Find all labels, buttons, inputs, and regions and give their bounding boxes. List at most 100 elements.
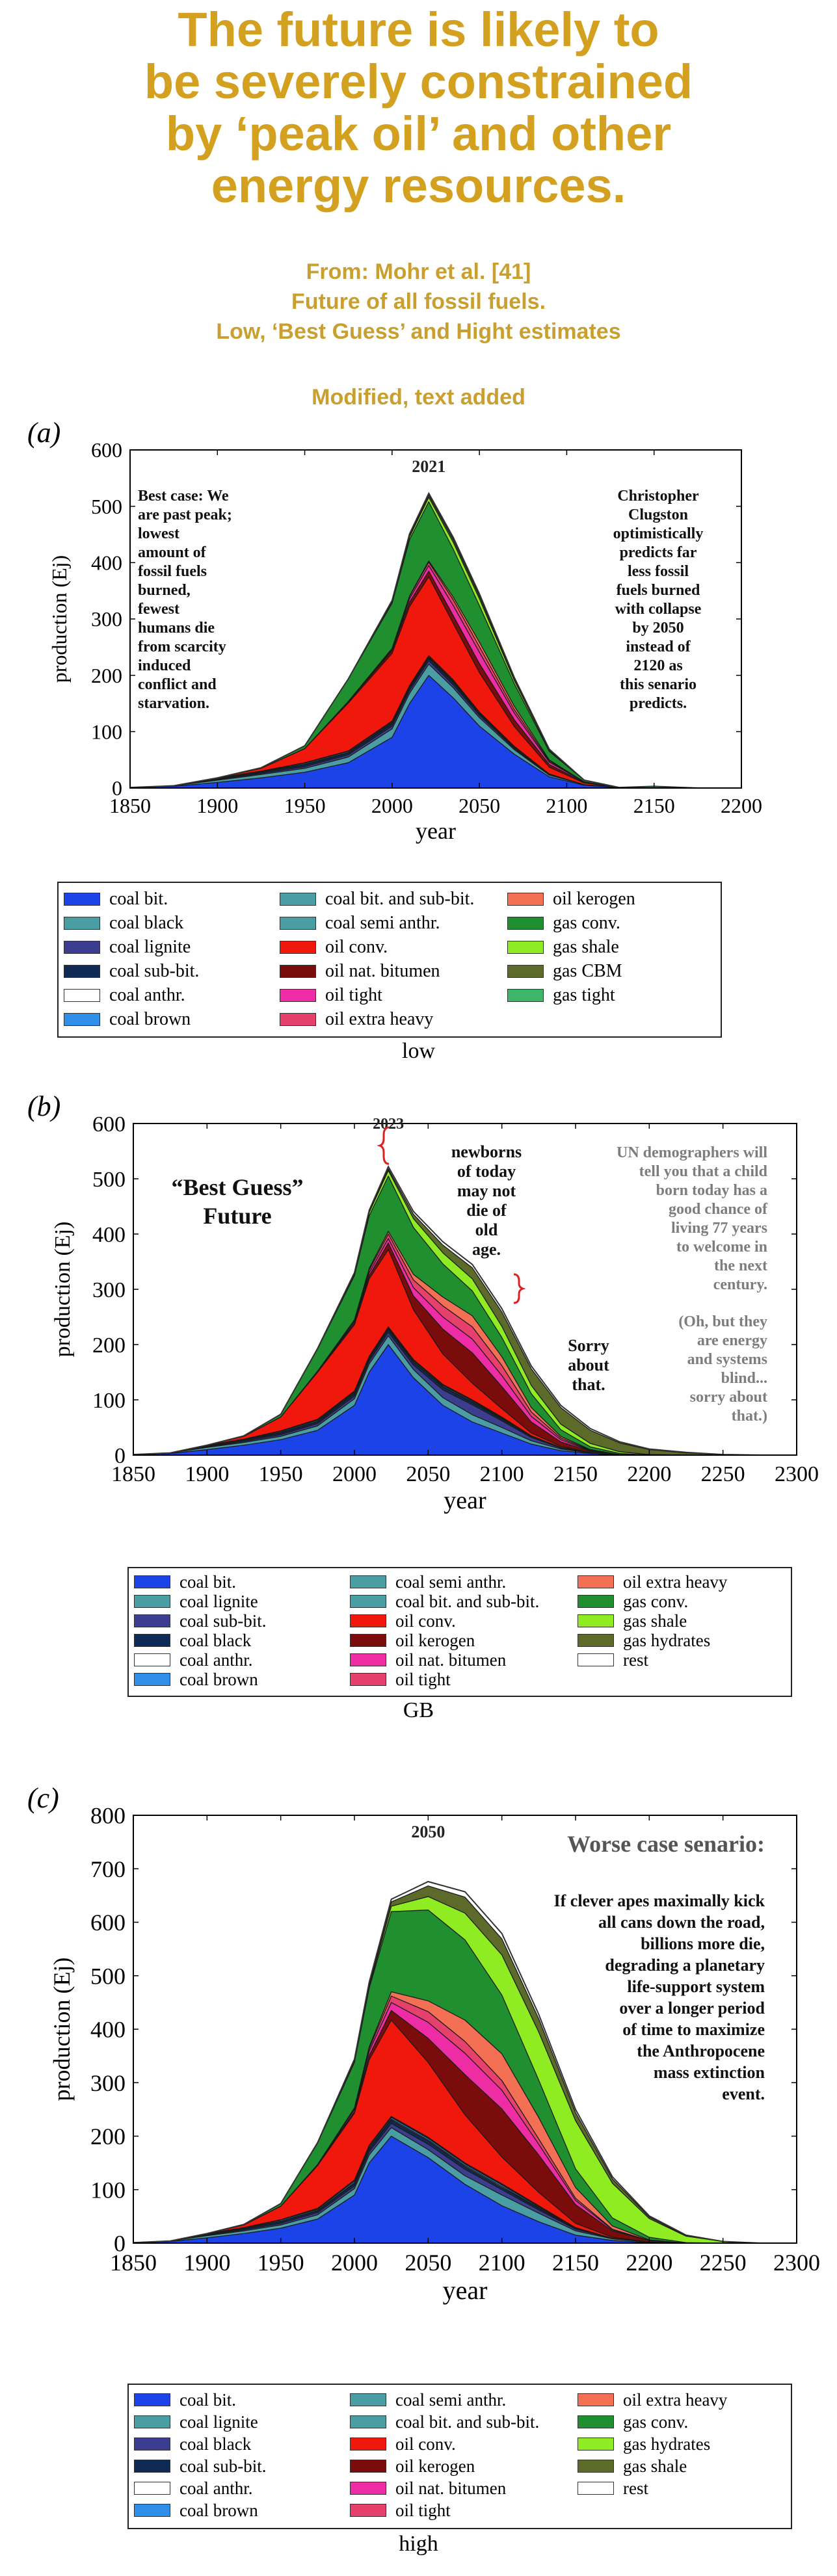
legend-item: coal sub-bit.	[134, 2455, 266, 2477]
legend-swatch	[350, 1634, 386, 1647]
legend-swatch	[64, 988, 100, 1002]
annotation-energy-blind-line: sorry about	[690, 1389, 767, 1406]
legend-label: oil extra heavy	[623, 1571, 728, 1592]
legend-item: gas conv.	[507, 911, 635, 935]
legend-item: oil nat. bitumen	[350, 2477, 539, 2499]
legend-swatch	[350, 2460, 386, 2473]
x-tick-label: 1850	[111, 1462, 155, 1486]
annotation-best-guess-line: “Best Guess”	[171, 1174, 303, 1200]
legend-item: coal black	[134, 2433, 266, 2455]
legend-swatch	[280, 892, 316, 906]
legend-swatch	[350, 2482, 386, 2495]
legend-item: gas shale	[578, 2455, 727, 2477]
legend-item: coal sub-bit.	[64, 959, 199, 983]
annotation-clever-apes-line: If clever apes maximally kick	[554, 1891, 765, 1910]
y-tick-label: 400	[90, 2017, 126, 2043]
total-outline	[133, 1880, 797, 2244]
y-tick-label: 200	[91, 664, 122, 687]
y-axis-label: production (Ej)	[51, 1222, 75, 1358]
legend-item: gas conv.	[578, 1592, 727, 1611]
legend-swatch	[280, 1012, 316, 1026]
annotation-clugston-line: Christopher	[617, 488, 699, 505]
y-tick-label: 0	[114, 2231, 126, 2257]
legend-item: gas shale	[578, 1611, 727, 1631]
legend-item: coal black	[134, 1631, 266, 1650]
annotation-worse-case: Worse case senario:	[567, 1831, 765, 1857]
legend-item: gas tight	[507, 983, 635, 1007]
x-tick-label: 1950	[284, 794, 326, 817]
legend-item: coal lignite	[134, 1592, 266, 1611]
source-line: Low, ‘Best Guess’ and Hight estimates	[216, 319, 621, 344]
legend-swatch	[350, 2415, 386, 2428]
legend-label: coal sub-bit.	[179, 1610, 267, 1631]
legend-item: coal black	[64, 911, 199, 935]
annotation-un-demographers-line: good chance of	[669, 1201, 768, 1218]
legend-panel-c: coal bit. coal lignite coal black coal sub-…	[127, 2384, 792, 2529]
legend-item: gas CBM	[507, 959, 635, 983]
legend-column: oil extra heavy gas conv. gas shale gas hyd…	[578, 1572, 727, 1670]
annotation-best-case-line: fossil fuels	[138, 563, 207, 580]
legend-label: coal brown	[179, 1669, 258, 1689]
y-tick-label: 100	[92, 1389, 126, 1413]
y-tick-label: 300	[91, 607, 122, 631]
legend-swatch	[350, 2504, 386, 2517]
total-outline	[129, 492, 741, 789]
chart-panel-a: (a) 1850 1900 1950 2000 2050 2100 2150 2200 0 100 2…	[27, 417, 762, 844]
y-tick-label: 200	[90, 2123, 126, 2149]
legend-label: oil conv.	[395, 1610, 456, 1631]
annotation-sorry-line: about	[568, 1356, 609, 1374]
legend-label: gas hydrates	[623, 2434, 711, 2454]
legend-label: coal lignite	[179, 2412, 258, 2432]
legend-item: oil tight	[280, 983, 474, 1007]
x-tick-label: 2050	[406, 1462, 450, 1486]
annotation-clugston-line: fuels burned	[617, 582, 700, 599]
y-tick-label: 500	[91, 495, 122, 518]
legend-swatch	[350, 1575, 386, 1588]
legend-item: gas conv.	[578, 2411, 727, 2433]
annotation-best-case-line: induced	[138, 657, 191, 674]
y-tick-label: 400	[91, 551, 122, 575]
legend-panel-b: coal bit. coal lignite coal sub-bit. coal b…	[127, 1567, 792, 1697]
legend-label: coal semi anthr.	[325, 912, 440, 933]
legend-item: coal bit. and sub-bit.	[350, 2411, 539, 2433]
title-line: by ‘peak oil’ and other	[165, 107, 672, 161]
annotation-energy-blind-line: (Oh, but they	[678, 1313, 767, 1330]
legend-column: coal bit. coal black coal lignite coal sub-…	[64, 887, 199, 1031]
y-tick-label: 600	[91, 438, 122, 462]
legend-item: oil kerogen	[350, 1631, 539, 1650]
legend-item: coal lignite	[134, 2411, 266, 2433]
annotation-best-case-line: burned,	[138, 582, 191, 599]
annotation-best-case-line: fewest	[138, 601, 179, 618]
legend-swatch	[134, 2438, 170, 2451]
x-tick-label: 1900	[183, 2250, 230, 2276]
legend-label: oil kerogen	[553, 888, 635, 909]
x-tick-label: 2200	[626, 2250, 672, 2276]
source-line: From: Mohr et al. [41]	[306, 259, 531, 284]
chart-panel-c: (c)1850 1900 1950 2000 2050 2100 2150 2200 2250 2…	[27, 1782, 820, 2305]
annotation-un-demographers-line: the next	[714, 1257, 767, 1274]
x-tick-label: 2150	[552, 2250, 599, 2276]
legend-swatch	[350, 1653, 386, 1666]
annotation-energy-blind-line: blind...	[721, 1370, 767, 1387]
legend-item: oil extra heavy	[578, 2389, 727, 2411]
legend-item: coal bit. and sub-bit.	[280, 887, 474, 911]
y-tick-label: 500	[90, 1963, 126, 1989]
legend-swatch	[350, 2438, 386, 2451]
legend-item: oil kerogen	[507, 887, 635, 911]
x-tick-label: 2150	[633, 794, 675, 817]
annotation-un-demographers-line: tell you that a child	[639, 1163, 768, 1180]
x-tick-label: 2000	[371, 794, 413, 817]
legend-item: oil tight	[350, 2499, 539, 2521]
x-tick-label: 2200	[721, 794, 762, 817]
x-tick-label: 2300	[773, 2250, 820, 2276]
y-axis-label: production (Ej)	[47, 555, 71, 683]
annotation-newborns-line: age.	[472, 1240, 501, 1259]
legend-swatch	[350, 1614, 386, 1627]
legend-label: gas shale	[553, 936, 619, 957]
annotation-clugston-line: with collapse	[615, 601, 702, 618]
annotation-clever-apes-line: billions more die,	[641, 1934, 765, 1953]
legend-label: coal bit. and sub-bit.	[395, 1591, 540, 1611]
legend-swatch	[134, 2504, 170, 2517]
legend-item: oil nat. bitumen	[280, 959, 474, 983]
